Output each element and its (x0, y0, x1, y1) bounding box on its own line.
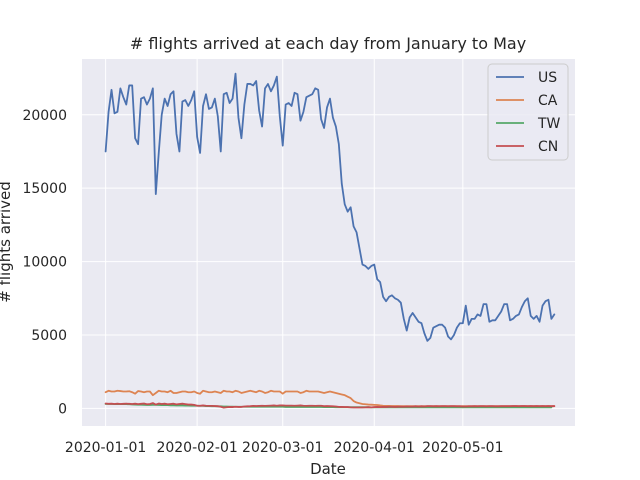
x-tick-label: 2020-05-01 (422, 440, 503, 456)
x-tick-label: 2020-02-01 (156, 440, 237, 456)
legend-label-us: US (538, 70, 557, 86)
y-axis-ticks: 0 5000 10000 15000 20000 (22, 108, 67, 418)
y-tick-label: 15000 (22, 181, 67, 197)
x-tick-label: 2020-04-01 (334, 440, 415, 456)
legend-label-cn: CN (538, 139, 558, 155)
series-line-cn (104, 402, 556, 409)
legend-label-ca: CA (538, 93, 558, 109)
series-lines (104, 72, 556, 409)
series-line-tw (104, 403, 553, 409)
x-axis-ticks: 2020-01-01 2020-02-01 2020-03-01 2020-04-01… (65, 440, 504, 456)
x-tick-label: 2020-03-01 (242, 440, 323, 456)
chart-title: # flights arrived at each day from Janua… (130, 34, 526, 53)
series-line-us (104, 72, 556, 342)
y-axis-title: # flights arrived (0, 181, 14, 303)
legend-box (487, 63, 569, 161)
y-tick-label: 20000 (22, 108, 67, 124)
y-tick-label: 5000 (31, 328, 67, 344)
y-tick-label: 10000 (22, 255, 67, 271)
legend-label-tw: TW (537, 116, 561, 132)
legend: US CA TW CN (487, 63, 569, 161)
x-tick-label: 2020-01-01 (65, 440, 146, 456)
x-axis-title: Date (310, 460, 346, 478)
y-tick-label: 0 (58, 401, 67, 417)
